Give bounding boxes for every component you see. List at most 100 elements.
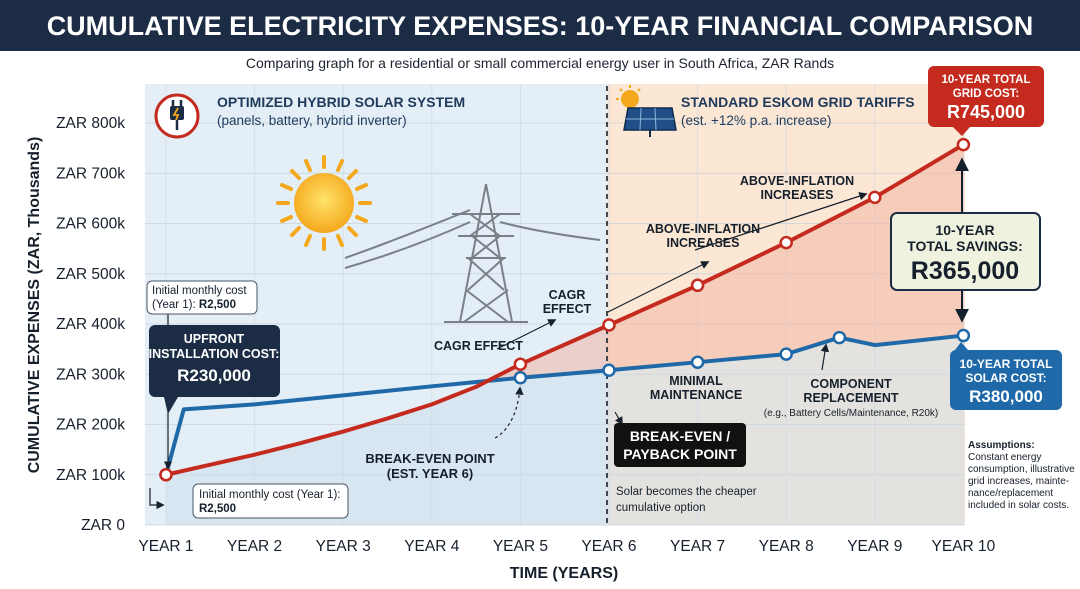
above-inflation-label-2a: ABOVE-INFLATION [740, 174, 854, 188]
svg-text:SOLAR COST:: SOLAR COST: [965, 371, 1046, 385]
x-tick-label: YEAR 3 [316, 538, 371, 555]
savings-area-fill [493, 144, 964, 381]
breakeven-payback-box: BREAK-EVEN / PAYBACK POINT [614, 423, 746, 467]
component-arrow [820, 343, 830, 371]
solar-panel-subheading: (panels, battery, hybrid inverter) [217, 113, 407, 128]
solar-panel-heading: OPTIMIZED HYBRID SOLAR SYSTEM [217, 94, 465, 110]
chart-subtitle: Comparing graph for a residential or sma… [246, 55, 834, 71]
component-label-3: (e.g., Battery Cells/Maintenance, R20k) [764, 408, 939, 419]
solar-series-point [956, 328, 971, 343]
svg-text:10-YEAR TOTAL: 10-YEAR TOTAL [941, 74, 1030, 86]
initial-cost-arrow-bottom [149, 488, 165, 510]
area-fills [166, 144, 964, 525]
above-inflation-arrow [694, 192, 868, 251]
x-tick-label: YEAR 1 [138, 538, 193, 555]
solar-series-point [690, 355, 705, 369]
above-inflation-label-1a: ABOVE-INFLATION [646, 222, 760, 236]
cagr-effect-label-mid-1: CAGR [549, 288, 586, 302]
y-axis-title: CUMULATIVE EXPENSES (ZAR, Thousands) [26, 137, 43, 474]
y-tick-labels: ZAR 0 ZAR 100k ZAR 200k ZAR 300k ZAR 400k ZAR… [56, 115, 125, 534]
maintenance-label-1: MINIMAL [669, 374, 723, 388]
grid-series-point [779, 235, 793, 250]
cagr-effect-label-left: CAGR EFFECT [434, 339, 523, 353]
x-tick-label: YEAR 10 [932, 538, 996, 555]
svg-text:included in solar costs.: included in solar costs. [968, 500, 1069, 511]
grid-series-point [513, 357, 528, 371]
y-tick-label: ZAR 700k [56, 165, 125, 182]
y-tick-label: ZAR 600k [56, 216, 125, 233]
cheaper-option-label-1: Solar becomes the cheaper [616, 486, 757, 498]
x-tick-label: YEAR 7 [670, 538, 725, 555]
svg-text:(Year 1): R2,500: (Year 1): R2,500 [152, 299, 236, 311]
cagr-arrow-mid [607, 261, 710, 313]
power-pylon-icon [344, 183, 601, 323]
solar-panel-icon [616, 85, 677, 137]
assumptions-note: Assumptions: Constant energy consumption… [968, 440, 1075, 511]
solar-series-point [602, 363, 616, 377]
initial-cost-label-bottom: Initial monthly cost (Year 1): R2,500 [192, 483, 349, 519]
x-tick-labels: YEAR 1 YEAR 2 YEAR 3 YEAR 4 YEAR 5 YEAR 6 YEAR… [138, 538, 995, 555]
svg-text:Assumptions:: Assumptions: [968, 440, 1035, 451]
breakeven-label-2: (EST. YEAR 6) [387, 466, 473, 481]
savings-callout: 10-YEAR TOTAL SAVINGS: R365,000 [890, 212, 1041, 291]
x-tick-label: YEAR 8 [759, 538, 814, 555]
maintenance-label-2: MAINTENANCE [650, 388, 742, 402]
svg-text:R2,500: R2,500 [199, 503, 236, 515]
chart-title: CUMULATIVE ELECTRICITY EXPENSES: 10-YEAR… [47, 11, 1034, 41]
svg-text:R365,000: R365,000 [911, 257, 1019, 285]
cagr-effect-label-mid-2: EFFECT [543, 302, 592, 316]
grid-series-point [690, 278, 705, 293]
title-bar [0, 0, 1080, 51]
cagr-arrow-left [496, 319, 557, 350]
grid-panel-subheading: (est. +12% p.a. increase) [681, 113, 831, 128]
svg-text:R745,000: R745,000 [947, 102, 1025, 122]
x-tick-label: YEAR 2 [227, 538, 282, 555]
y-tick-label: ZAR 800k [56, 115, 125, 132]
grid-total-callout: 10-YEAR TOTAL GRID COST: R745,000 [928, 66, 1044, 136]
breakeven-arrow [494, 386, 524, 439]
solar-series-point [779, 347, 793, 361]
x-tick-label: YEAR 9 [847, 538, 902, 555]
grid-series-line [164, 142, 966, 477]
sun-icon [276, 155, 372, 251]
start-point [159, 468, 173, 482]
y-tick-label: ZAR 300k [56, 366, 125, 383]
svg-text:R230,000: R230,000 [177, 366, 251, 385]
solar-total-callout: 10-YEAR TOTAL SOLAR COST: R380,000 [950, 342, 1062, 410]
solar-area-fill [166, 335, 964, 525]
grid-panel-heading: STANDARD ESKOM GRID TARIFFS [681, 94, 915, 110]
above-inflation-label-1b: INCREASES [667, 236, 740, 250]
solar-series-point [513, 371, 528, 385]
breakeven-box-arrow [614, 411, 623, 426]
svg-text:INSTALLATION COST:: INSTALLATION COST: [149, 347, 280, 361]
breakeven-label-1: BREAK-EVEN POINT [365, 451, 494, 466]
component-label-2: REPLACEMENT [803, 391, 899, 405]
svg-text:TOTAL SAVINGS:: TOTAL SAVINGS: [907, 238, 1023, 254]
y-tick-label: ZAR 400k [56, 316, 125, 333]
svg-text:PAYBACK POINT: PAYBACK POINT [623, 446, 737, 462]
y-tick-label: ZAR 100k [56, 467, 125, 484]
y-tick-label: ZAR 200k [56, 417, 125, 434]
grid-series-point [868, 190, 882, 205]
grid-series-point [602, 318, 616, 332]
svg-text:GRID COST:: GRID COST: [953, 88, 1019, 100]
svg-text:10-YEAR TOTAL: 10-YEAR TOTAL [960, 357, 1053, 371]
solar-series-point [832, 330, 847, 345]
upfront-cost-callout: UPFRONT INSTALLATION COST: R230,000 [149, 325, 280, 414]
component-label-1: COMPONENT [810, 377, 892, 391]
y-tick-label: ZAR 500k [56, 266, 125, 283]
grid-series-point [956, 137, 971, 152]
svg-text:consumption, illustrative: consumption, illustrative [968, 464, 1075, 475]
above-inflation-label-2b: INCREASES [761, 188, 834, 202]
solar-plug-icon [154, 93, 200, 139]
svg-text:R380,000: R380,000 [969, 387, 1043, 406]
svg-text:Initial monthly cost: Initial monthly cost [152, 285, 247, 297]
x-axis-title: TIME (YEARS) [510, 565, 618, 582]
svg-text:UPFRONT: UPFRONT [184, 332, 245, 346]
x-tick-label: YEAR 5 [493, 538, 548, 555]
series-group [159, 137, 971, 482]
y-tick-label: ZAR 0 [81, 517, 125, 534]
x-tick-label: YEAR 6 [581, 538, 636, 555]
initial-cost-label-top: Initial monthly cost (Year 1): R2,500 [146, 280, 258, 315]
